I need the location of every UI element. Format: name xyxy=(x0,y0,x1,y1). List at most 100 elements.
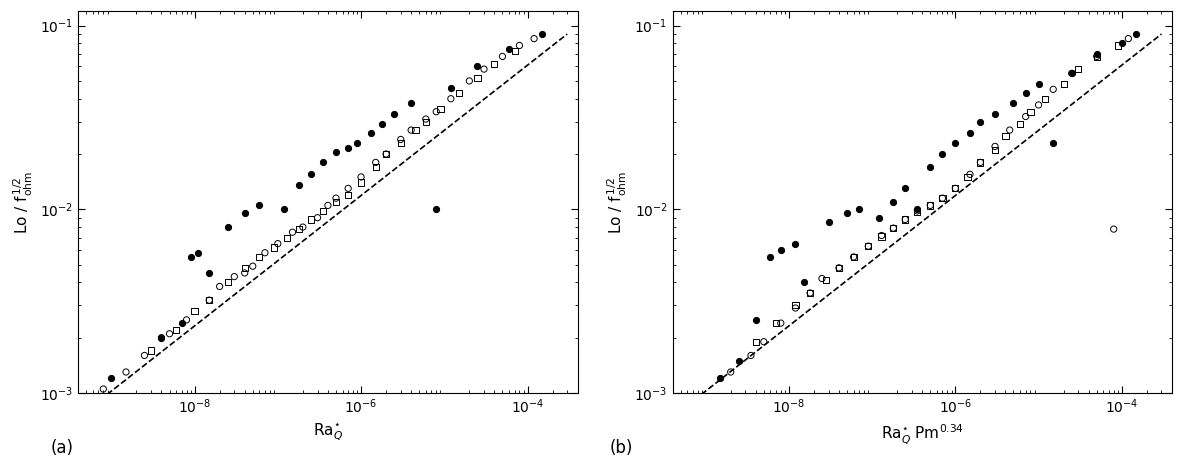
Point xyxy=(327,198,345,206)
Point xyxy=(907,207,926,215)
Point xyxy=(920,163,939,171)
Point xyxy=(933,194,952,202)
Point xyxy=(102,375,121,382)
Point xyxy=(89,393,108,401)
Point xyxy=(729,357,748,364)
Point xyxy=(1062,70,1081,77)
Point xyxy=(160,330,179,338)
Point xyxy=(1087,53,1106,60)
Point xyxy=(859,242,878,250)
Point xyxy=(338,191,357,199)
Point xyxy=(493,53,512,60)
Point xyxy=(427,206,446,213)
Point xyxy=(1004,99,1023,106)
Point xyxy=(872,232,891,239)
Point xyxy=(1062,70,1081,77)
Point xyxy=(722,368,741,376)
Point xyxy=(274,206,293,213)
Point xyxy=(151,334,170,341)
Point xyxy=(327,194,345,202)
Point xyxy=(338,145,357,152)
Point xyxy=(884,198,903,206)
Point xyxy=(1119,35,1138,42)
Point xyxy=(290,226,309,233)
Point xyxy=(135,352,154,359)
Point xyxy=(384,110,403,118)
Point xyxy=(786,302,804,309)
Point xyxy=(302,171,321,178)
Point xyxy=(93,385,112,393)
Point xyxy=(1087,53,1106,60)
Point xyxy=(1016,89,1035,97)
Point xyxy=(269,240,287,247)
Point xyxy=(181,253,200,261)
Point xyxy=(361,129,380,137)
Point xyxy=(767,319,786,327)
Point xyxy=(971,159,990,166)
Point xyxy=(801,289,820,297)
Point xyxy=(1087,50,1106,58)
Point xyxy=(532,30,551,38)
Point xyxy=(771,319,790,327)
Y-axis label: Lo / f$_{\rm ohm}^{\,1/2}$: Lo / f$_{\rm ohm}^{\,1/2}$ xyxy=(606,171,629,233)
Point xyxy=(896,216,914,223)
Point xyxy=(958,173,977,181)
Point xyxy=(308,214,327,221)
Point xyxy=(302,216,321,223)
Point xyxy=(431,106,450,113)
Point xyxy=(1001,126,1020,134)
Point xyxy=(1054,80,1073,88)
Point xyxy=(794,279,813,286)
Point xyxy=(474,66,493,73)
Point xyxy=(1029,80,1048,88)
Point xyxy=(290,182,309,189)
Point xyxy=(819,219,838,226)
Point xyxy=(376,150,395,158)
Point xyxy=(786,304,804,312)
Point xyxy=(505,47,524,54)
Point xyxy=(250,202,269,209)
Point xyxy=(985,143,1004,150)
Point xyxy=(441,95,460,102)
Point xyxy=(450,89,468,97)
Point xyxy=(185,307,203,314)
Point xyxy=(816,277,835,284)
Point xyxy=(318,202,337,209)
Point xyxy=(402,99,421,106)
Point xyxy=(351,179,370,186)
Point xyxy=(755,338,774,345)
Point xyxy=(907,208,926,215)
Point xyxy=(907,206,926,213)
Point xyxy=(338,185,357,192)
Point xyxy=(786,240,804,247)
Point xyxy=(416,115,435,123)
Point xyxy=(859,242,878,250)
Point xyxy=(348,139,367,146)
Y-axis label: Lo / f$_{\rm ohm}^{\,1/2}$: Lo / f$_{\rm ohm}^{\,1/2}$ xyxy=(11,171,34,233)
Point xyxy=(151,334,170,341)
Point xyxy=(327,148,345,156)
Point xyxy=(351,173,370,181)
Point xyxy=(402,126,421,134)
Point xyxy=(920,202,939,209)
Point xyxy=(177,316,196,324)
Point xyxy=(884,225,903,232)
Point xyxy=(211,283,230,290)
Point xyxy=(1043,139,1062,146)
Point xyxy=(406,126,425,134)
Point xyxy=(1112,40,1131,47)
Point xyxy=(376,150,395,158)
Point xyxy=(499,45,518,53)
Point xyxy=(870,214,888,221)
Point xyxy=(742,352,761,359)
Point xyxy=(801,289,820,297)
Text: (b): (b) xyxy=(609,439,633,457)
Point xyxy=(961,171,980,178)
Point xyxy=(485,60,504,67)
Point xyxy=(225,273,244,280)
Point xyxy=(845,253,864,261)
Point xyxy=(961,129,980,137)
Point xyxy=(392,136,411,143)
Point xyxy=(200,297,219,304)
Point xyxy=(235,269,254,277)
